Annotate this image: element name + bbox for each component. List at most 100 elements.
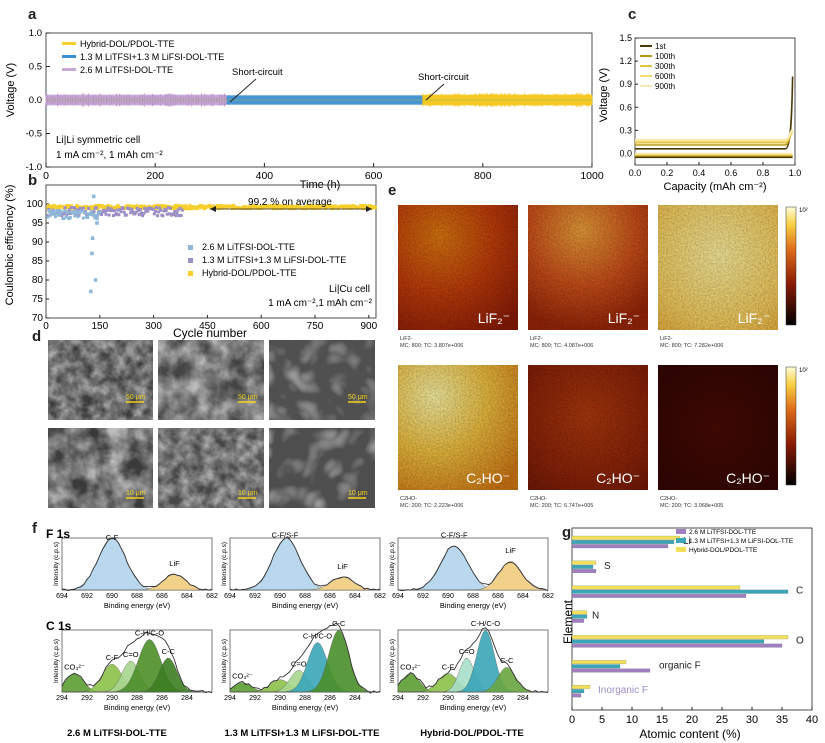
peak-label: C-F/S-F	[272, 531, 299, 540]
scale-label: 10 μm	[348, 490, 368, 497]
data-point	[374, 206, 378, 210]
peak-label: C-F	[106, 533, 119, 542]
data-point	[225, 206, 229, 210]
data-point	[139, 211, 143, 215]
data-point	[73, 214, 77, 218]
y-axis-label: Intensity (c.p.s)	[389, 542, 396, 586]
y-tick-label: 100	[26, 199, 43, 210]
x-tick-label: 694	[224, 593, 236, 600]
x-tick-label: 682	[374, 593, 386, 600]
data-point	[196, 207, 200, 211]
data-point	[308, 204, 312, 208]
data-point	[134, 210, 138, 214]
data-point	[95, 204, 99, 208]
x-axis-label: Capacity (mAh cm⁻²)	[664, 181, 767, 193]
x-tick-label: 900	[360, 321, 377, 332]
y-axis-label: Intensity (c.p.s)	[221, 639, 228, 683]
data-point	[305, 204, 309, 208]
x-tick-label: 25	[716, 714, 728, 726]
bar	[571, 540, 675, 544]
data-point	[107, 213, 111, 217]
bar	[571, 693, 582, 698]
data-point	[156, 214, 160, 218]
bar	[571, 614, 588, 619]
x-axis-label: Cycle number	[173, 326, 247, 340]
peak-label: CO₃²⁻	[64, 662, 85, 671]
x-tick-label: 1000	[580, 170, 604, 182]
data-point	[67, 208, 71, 212]
data-point	[172, 213, 176, 217]
y-tick-label: -0.5	[26, 129, 42, 140]
peak-label: C=O	[123, 650, 139, 659]
x-tick-label: 288	[299, 695, 311, 702]
panel-letter-a: a	[28, 6, 37, 23]
plot-frame	[45, 184, 377, 319]
data-point	[142, 212, 146, 216]
y-axis-label: Voltage (V)	[5, 63, 17, 117]
category-label: C	[796, 586, 803, 597]
y-axis-label: Intensity (c.p.s)	[389, 639, 396, 683]
data-point	[51, 212, 55, 216]
sem-image-1	[48, 340, 153, 420]
x-tick-label: 690	[106, 593, 118, 600]
data-point	[251, 203, 255, 207]
data-point	[180, 208, 184, 212]
spectrum-line	[397, 627, 549, 693]
map-caption: C2HO-	[400, 496, 417, 502]
x-tick-label: 690	[442, 593, 454, 600]
data-point	[46, 213, 50, 217]
data-point	[87, 206, 91, 210]
annotation-arrow	[425, 83, 445, 101]
data-point	[63, 206, 67, 210]
data-point	[60, 214, 64, 218]
scale-label: 50 μm	[126, 394, 146, 401]
x-tick-label: 0.6	[725, 168, 738, 178]
colorbar	[785, 366, 797, 486]
legend-item: Hybrid-DOL/PDOL-TTE	[80, 39, 175, 49]
x-tick-label: 294	[56, 695, 68, 702]
data-point	[64, 215, 68, 219]
data-point	[272, 206, 276, 210]
data-point	[104, 212, 108, 216]
tof-sims-maps: 10² 10² LiF₂⁻ LiF₂⁻ LiF₂⁻ C₂HO⁻ C₂HO⁻ C₂…	[398, 205, 808, 509]
data-point	[78, 206, 82, 210]
data-point	[53, 215, 57, 219]
legend-swatch	[188, 271, 193, 276]
x-tick-label: 450	[199, 321, 216, 332]
legend-item: 900th	[655, 82, 675, 91]
data-point	[59, 212, 63, 216]
data-point	[362, 203, 366, 207]
data-point	[116, 204, 120, 208]
x-tick-label: 290	[106, 695, 118, 702]
x-tick-label: 0	[569, 714, 575, 726]
f1s-title: F 1s	[46, 527, 70, 541]
map-c2ho-3	[658, 365, 778, 490]
data-point	[349, 206, 353, 210]
bar	[571, 618, 585, 623]
map-caption: MC: 800; TC: 4.087e+006	[530, 343, 593, 349]
map-caption: MC: 200; TC: 6.747e+005	[530, 503, 593, 509]
data-point	[157, 204, 161, 208]
legend: 2.6 M LiTFSI-DOL-TTE 1.3 M LiTFSI+1.3 M …	[188, 242, 346, 278]
data-point	[188, 203, 192, 207]
data-point	[136, 209, 140, 213]
x-tick-label: 692	[249, 593, 261, 600]
bar	[571, 560, 597, 565]
peak-label: C=O	[459, 647, 475, 656]
x-tick-label: 694	[56, 593, 68, 600]
peak-label: LiF	[169, 559, 180, 568]
data-point	[135, 206, 139, 210]
peak-label: C-H/C-O	[135, 628, 164, 637]
data-point	[133, 212, 137, 216]
series-line	[635, 129, 794, 141]
data-point	[184, 205, 188, 209]
data-point	[118, 208, 122, 212]
data-point	[49, 211, 53, 215]
panel-letter-g: g	[562, 524, 572, 541]
y-axis-label: Intensity (c.p.s)	[221, 542, 228, 586]
x-tick-label: 292	[417, 695, 429, 702]
x-tick-label: 292	[81, 695, 93, 702]
bar	[571, 544, 669, 549]
data-point	[167, 212, 171, 216]
data-point	[216, 204, 220, 208]
